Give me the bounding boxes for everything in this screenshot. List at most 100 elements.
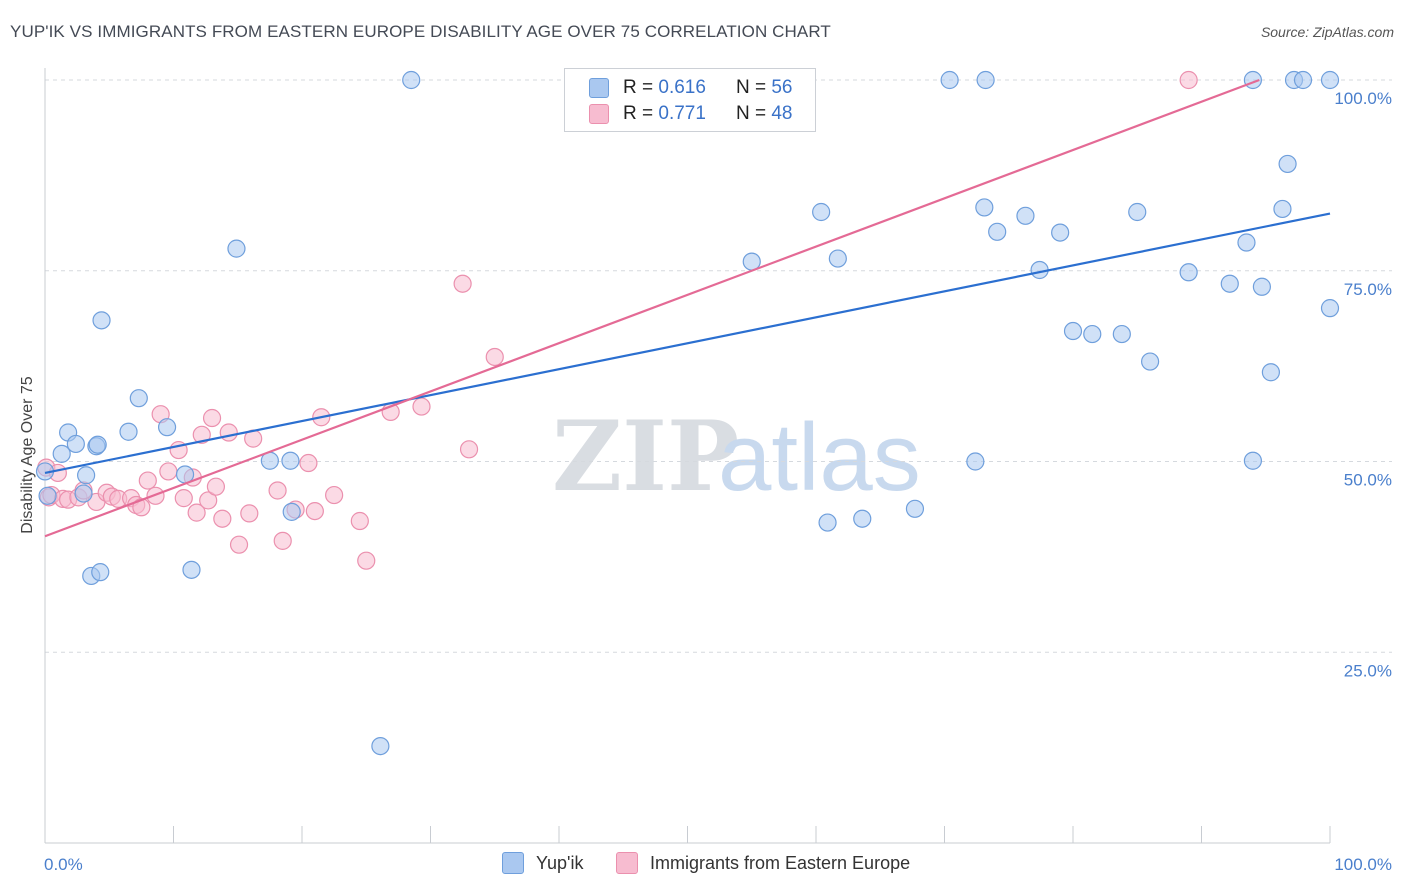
yupik-point xyxy=(119,422,138,441)
yupik-point xyxy=(66,434,85,454)
yupik-point xyxy=(1051,223,1070,242)
stats-legend: R = 0.616 N = 56 R = 0.771 N = 48 xyxy=(564,68,816,132)
legend-n-value: 56 xyxy=(771,77,793,98)
blue-series-points xyxy=(35,70,1340,756)
watermark-atlas: atlas xyxy=(718,404,921,511)
eastern-europe-point xyxy=(199,491,218,510)
yupik-point xyxy=(1063,321,1083,341)
yupik-point xyxy=(227,239,246,258)
series-legend-label: Yup'ik xyxy=(536,852,584,873)
eastern-europe-point xyxy=(325,485,344,505)
x-tick-labels: 0.0% 100.0% xyxy=(44,855,1392,874)
yupik-point xyxy=(853,509,872,528)
eastern-europe-point xyxy=(305,501,324,521)
eastern-europe-point xyxy=(240,504,259,523)
yupik-point xyxy=(52,444,71,463)
yupik-point xyxy=(1128,202,1147,222)
y-tick-label: 25.0% xyxy=(1344,661,1392,680)
yupik-point xyxy=(1293,70,1313,90)
gridlines xyxy=(45,79,1392,653)
series-legend-yupik: Yup'ik xyxy=(502,852,583,874)
eastern-europe-point xyxy=(299,453,318,473)
y-tick-label: 50.0% xyxy=(1344,471,1392,490)
yupik-point xyxy=(818,513,837,532)
eastern-europe-point xyxy=(202,408,222,428)
series-legend-label: Immigrants from Eastern Europe xyxy=(650,852,911,873)
legend-row-yupik: R = 0.616 N = 56 xyxy=(589,77,792,99)
eastern-europe-point xyxy=(229,535,249,554)
yupik-point xyxy=(91,563,110,582)
yupik-point xyxy=(402,70,421,90)
eastern-europe-point xyxy=(1179,70,1198,90)
eastern-europe-point xyxy=(138,471,157,490)
eastern-europe-point xyxy=(350,511,369,531)
legend-n-value: 48 xyxy=(771,103,793,124)
eastern-europe-point xyxy=(174,489,193,508)
yupik-point xyxy=(1220,274,1239,293)
yupik-point xyxy=(1273,199,1292,219)
series-swatch-pink xyxy=(616,852,638,874)
yupik-point xyxy=(1252,277,1271,296)
yupik-point xyxy=(1112,324,1131,344)
legend-r-label: R = xyxy=(623,77,654,98)
legend-n-label: N = xyxy=(735,103,767,124)
yupik-point xyxy=(1083,324,1102,344)
series-legend: Yup'ik Immigrants from Eastern Europe xyxy=(0,852,1406,876)
yupik-point xyxy=(371,736,390,756)
yupik-point xyxy=(38,486,57,505)
yupik-point xyxy=(975,198,994,217)
eastern-europe-point xyxy=(453,274,472,293)
yupik-point xyxy=(1261,363,1280,382)
yupik-point xyxy=(281,451,300,470)
eastern-europe-point xyxy=(357,551,376,570)
yupik-point xyxy=(1140,352,1160,371)
yupik-point xyxy=(976,70,995,90)
eastern-europe-point xyxy=(213,509,232,528)
yupik-point xyxy=(1243,451,1263,470)
yupik-point xyxy=(1179,263,1198,282)
eastern-europe-point xyxy=(485,347,504,367)
y-tick-label: 100.0% xyxy=(1334,89,1392,108)
eastern-europe-point xyxy=(268,481,287,500)
yupik-point xyxy=(1278,154,1297,174)
yupik-point xyxy=(1237,233,1256,252)
eastern-europe-point xyxy=(206,477,226,496)
watermark-zip: ZIP xyxy=(552,400,739,513)
legend-r-value: 0.771 xyxy=(658,103,706,124)
trend-lines xyxy=(44,78,1331,538)
legend-swatch-blue xyxy=(589,78,609,98)
yupik-point xyxy=(74,484,93,503)
series-swatch-blue xyxy=(502,852,524,874)
yupik-point xyxy=(1016,206,1035,225)
eastern-europe-point xyxy=(187,503,206,522)
yupik-point xyxy=(88,435,107,454)
yupik-trend-line xyxy=(44,212,1331,475)
eastern-europe-point xyxy=(192,425,211,444)
yupik-point xyxy=(77,466,96,485)
eastern-europe-point xyxy=(412,397,431,416)
series-legend-eastern-europe: Immigrants from Eastern Europe xyxy=(616,852,910,874)
y-tick-labels: 25.0% 50.0% 75.0% 100.0% xyxy=(1334,89,1392,680)
eastern-europe-point xyxy=(159,462,178,481)
yupik-point xyxy=(940,70,959,90)
source-credit: Source: ZipAtlas.com xyxy=(1260,24,1394,40)
yupik-point xyxy=(157,418,177,437)
yupik-point xyxy=(1320,299,1340,318)
yupik-point xyxy=(1320,70,1340,90)
yupik-point xyxy=(828,249,847,268)
eastern-europe-point xyxy=(273,531,292,550)
yupik-point xyxy=(182,560,201,579)
legend-swatch-pink xyxy=(589,104,609,124)
chart-title: YUP'IK VS IMMIGRANTS FROM EASTERN EUROPE… xyxy=(10,22,831,41)
legend-n-label: N = xyxy=(735,77,767,98)
y-tick-label: 75.0% xyxy=(1344,280,1392,299)
legend-row-eastern-europe: R = 0.771 N = 48 xyxy=(589,103,792,125)
yupik-point xyxy=(988,222,1007,241)
axes xyxy=(44,68,1331,844)
legend-r-label: R = xyxy=(623,103,654,124)
yupik-point xyxy=(92,311,111,330)
x-tick-label: 100.0% xyxy=(1334,855,1392,874)
x-tick-label: 0.0% xyxy=(44,855,83,874)
eastern-europe-trend-line xyxy=(44,78,1260,538)
yupik-point xyxy=(905,499,925,518)
